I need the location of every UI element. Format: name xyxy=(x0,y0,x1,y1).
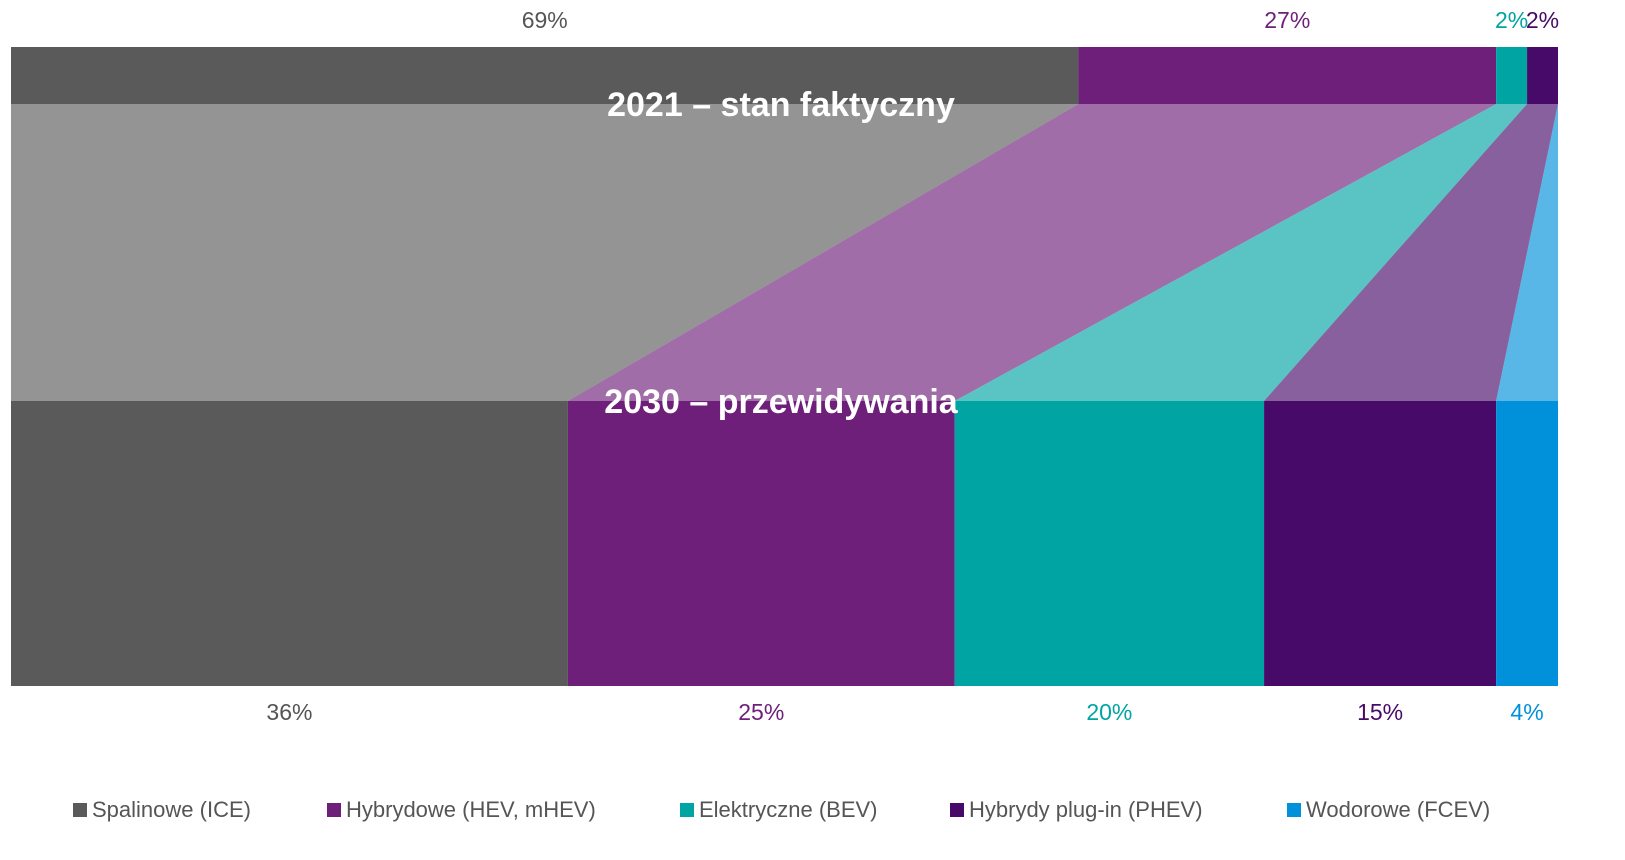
bar-segment xyxy=(954,401,1265,686)
category-label: 2030 – przewidywania xyxy=(604,383,958,421)
legend-swatch xyxy=(680,803,694,817)
bar-segment xyxy=(1496,47,1528,104)
legend-swatch xyxy=(950,803,964,817)
legend-label: Spalinowe (ICE) xyxy=(92,797,251,822)
legend-swatch xyxy=(73,803,87,817)
bar-segment xyxy=(567,401,955,686)
connector xyxy=(1264,104,1558,401)
value-label: 69% xyxy=(522,7,568,33)
bar-segment xyxy=(11,47,1079,104)
legend-swatch xyxy=(327,803,341,817)
connector xyxy=(11,104,1079,401)
legend-label: Hybrydowe (HEV, mHEV) xyxy=(346,797,596,822)
legend-label: Wodorowe (FCEV) xyxy=(1306,797,1490,822)
value-label: 15% xyxy=(1357,699,1403,725)
bar-segment xyxy=(1496,401,1558,686)
connector xyxy=(1496,104,1558,401)
value-label: 27% xyxy=(1264,7,1310,33)
value-label: 25% xyxy=(738,699,784,725)
legend-label: Elektryczne (BEV) xyxy=(699,797,878,822)
bar-segment xyxy=(1078,47,1497,104)
bar-segment xyxy=(1264,401,1497,686)
bar-segment xyxy=(11,401,568,686)
value-label: 4% xyxy=(1510,699,1543,725)
bar-segment xyxy=(1527,47,1558,104)
value-label: 36% xyxy=(266,699,312,725)
legend-swatch xyxy=(1287,803,1301,817)
value-label: 2% xyxy=(1495,7,1528,33)
category-label: 2021 – stan faktyczny xyxy=(607,86,955,124)
connector xyxy=(567,104,1497,401)
connector xyxy=(954,104,1528,401)
legend-label: Hybrydy plug-in (PHEV) xyxy=(969,797,1203,822)
value-label: 20% xyxy=(1086,699,1132,725)
value-label: 2% xyxy=(1526,7,1559,33)
